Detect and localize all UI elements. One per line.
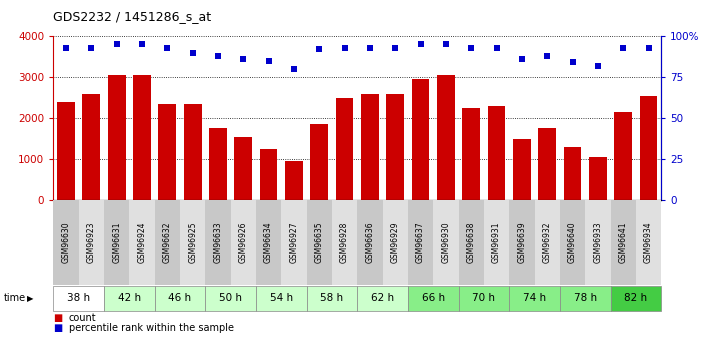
Point bbox=[288, 66, 299, 72]
Point bbox=[60, 45, 72, 50]
Point bbox=[339, 45, 351, 50]
Point bbox=[137, 42, 148, 47]
Bar bbox=[209, 128, 227, 200]
Text: GSM96630: GSM96630 bbox=[61, 221, 70, 263]
Text: time: time bbox=[4, 294, 26, 303]
Text: count: count bbox=[69, 313, 97, 323]
Bar bbox=[437, 75, 455, 200]
Point bbox=[314, 47, 325, 52]
Bar bbox=[235, 137, 252, 200]
Bar bbox=[564, 147, 582, 200]
Text: GSM96929: GSM96929 bbox=[391, 221, 400, 263]
Text: GSM96933: GSM96933 bbox=[594, 221, 602, 263]
Point bbox=[618, 45, 629, 50]
Text: GSM96924: GSM96924 bbox=[137, 221, 146, 263]
Bar bbox=[311, 124, 328, 200]
Text: GSM96638: GSM96638 bbox=[466, 221, 476, 263]
Text: GSM96639: GSM96639 bbox=[518, 221, 526, 263]
Bar bbox=[183, 104, 201, 200]
Point bbox=[237, 56, 249, 62]
Text: ■: ■ bbox=[53, 323, 63, 333]
Bar bbox=[133, 75, 151, 200]
Text: GSM96636: GSM96636 bbox=[365, 221, 375, 263]
Bar bbox=[589, 157, 606, 200]
Bar bbox=[336, 98, 353, 200]
Text: GSM96925: GSM96925 bbox=[188, 221, 197, 263]
Bar bbox=[159, 104, 176, 200]
Text: 54 h: 54 h bbox=[269, 294, 293, 303]
Text: 82 h: 82 h bbox=[624, 294, 648, 303]
Bar bbox=[82, 93, 100, 200]
Text: ▶: ▶ bbox=[27, 294, 33, 303]
Text: GSM96637: GSM96637 bbox=[416, 221, 425, 263]
Point bbox=[187, 50, 198, 55]
Point bbox=[415, 42, 427, 47]
Text: GSM96635: GSM96635 bbox=[315, 221, 324, 263]
Text: 58 h: 58 h bbox=[321, 294, 343, 303]
Text: 78 h: 78 h bbox=[574, 294, 597, 303]
Bar bbox=[260, 149, 277, 200]
Point bbox=[85, 45, 97, 50]
Text: GSM96923: GSM96923 bbox=[87, 221, 96, 263]
Text: GSM96928: GSM96928 bbox=[340, 222, 349, 263]
Point bbox=[643, 45, 654, 50]
Bar bbox=[108, 75, 126, 200]
Text: 62 h: 62 h bbox=[371, 294, 394, 303]
Text: 38 h: 38 h bbox=[67, 294, 90, 303]
Point bbox=[542, 53, 553, 59]
Point bbox=[516, 56, 528, 62]
Text: 46 h: 46 h bbox=[169, 294, 191, 303]
Bar bbox=[640, 96, 658, 200]
Text: GSM96640: GSM96640 bbox=[568, 221, 577, 263]
Text: ■: ■ bbox=[53, 313, 63, 323]
Text: GSM96934: GSM96934 bbox=[644, 221, 653, 263]
Bar bbox=[488, 106, 506, 200]
Text: 70 h: 70 h bbox=[472, 294, 496, 303]
Text: GSM96641: GSM96641 bbox=[619, 221, 628, 263]
Point bbox=[466, 45, 477, 50]
Bar bbox=[513, 139, 531, 200]
Point bbox=[592, 63, 604, 68]
Text: GSM96931: GSM96931 bbox=[492, 221, 501, 263]
Bar bbox=[57, 102, 75, 200]
Bar bbox=[462, 108, 480, 200]
Bar bbox=[614, 112, 632, 200]
Text: percentile rank within the sample: percentile rank within the sample bbox=[69, 323, 234, 333]
Text: GSM96932: GSM96932 bbox=[542, 221, 552, 263]
Bar bbox=[386, 93, 404, 200]
Point bbox=[263, 58, 274, 63]
Text: GSM96926: GSM96926 bbox=[239, 221, 248, 263]
Bar bbox=[285, 161, 303, 200]
Text: 50 h: 50 h bbox=[219, 294, 242, 303]
Point bbox=[491, 45, 502, 50]
Text: GSM96927: GSM96927 bbox=[289, 221, 299, 263]
Bar bbox=[361, 93, 379, 200]
Text: 66 h: 66 h bbox=[422, 294, 445, 303]
Point bbox=[111, 42, 122, 47]
Point bbox=[567, 60, 578, 65]
Text: GSM96930: GSM96930 bbox=[442, 221, 451, 263]
Point bbox=[161, 45, 173, 50]
Bar bbox=[412, 79, 429, 200]
Text: 42 h: 42 h bbox=[118, 294, 141, 303]
Text: GSM96633: GSM96633 bbox=[213, 221, 223, 263]
Text: GDS2232 / 1451286_s_at: GDS2232 / 1451286_s_at bbox=[53, 10, 211, 23]
Point bbox=[213, 53, 224, 59]
Text: GSM96631: GSM96631 bbox=[112, 221, 121, 263]
Text: 74 h: 74 h bbox=[523, 294, 546, 303]
Point bbox=[364, 45, 375, 50]
Point bbox=[440, 42, 451, 47]
Text: GSM96632: GSM96632 bbox=[163, 221, 172, 263]
Text: GSM96634: GSM96634 bbox=[264, 221, 273, 263]
Bar bbox=[538, 128, 556, 200]
Point bbox=[390, 45, 401, 50]
